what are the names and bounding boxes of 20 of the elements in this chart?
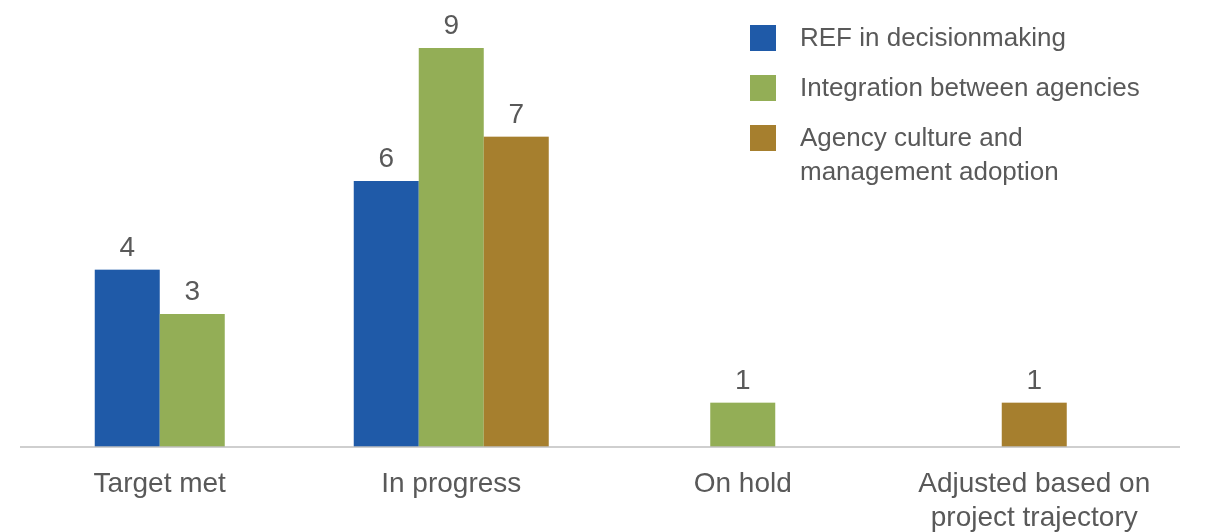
data-label: 4 bbox=[119, 230, 136, 262]
legend-label: REF in decisionmaking bbox=[800, 22, 1066, 52]
bar bbox=[483, 136, 549, 447]
data-label: 6 bbox=[378, 142, 395, 173]
data-label: 9 bbox=[443, 9, 460, 40]
bar bbox=[94, 269, 160, 447]
x-tick-label: On hold bbox=[693, 467, 792, 498]
bar bbox=[353, 181, 419, 447]
legend-label: Integration between agencies bbox=[800, 72, 1140, 102]
data-label: 3 bbox=[184, 275, 201, 306]
data-label: 1 bbox=[734, 363, 751, 395]
legend-label: Agency culture and management adoption bbox=[800, 122, 1059, 186]
bar bbox=[1001, 402, 1067, 447]
x-tick-label: Target met bbox=[93, 467, 227, 498]
bar bbox=[418, 48, 484, 447]
bar bbox=[159, 314, 225, 447]
x-tick-label: Adjusted based on project trajectory bbox=[918, 467, 1151, 532]
data-label: 7 bbox=[508, 97, 525, 129]
x-tick-label: In progress bbox=[381, 467, 522, 498]
data-label: 1 bbox=[1026, 363, 1043, 395]
